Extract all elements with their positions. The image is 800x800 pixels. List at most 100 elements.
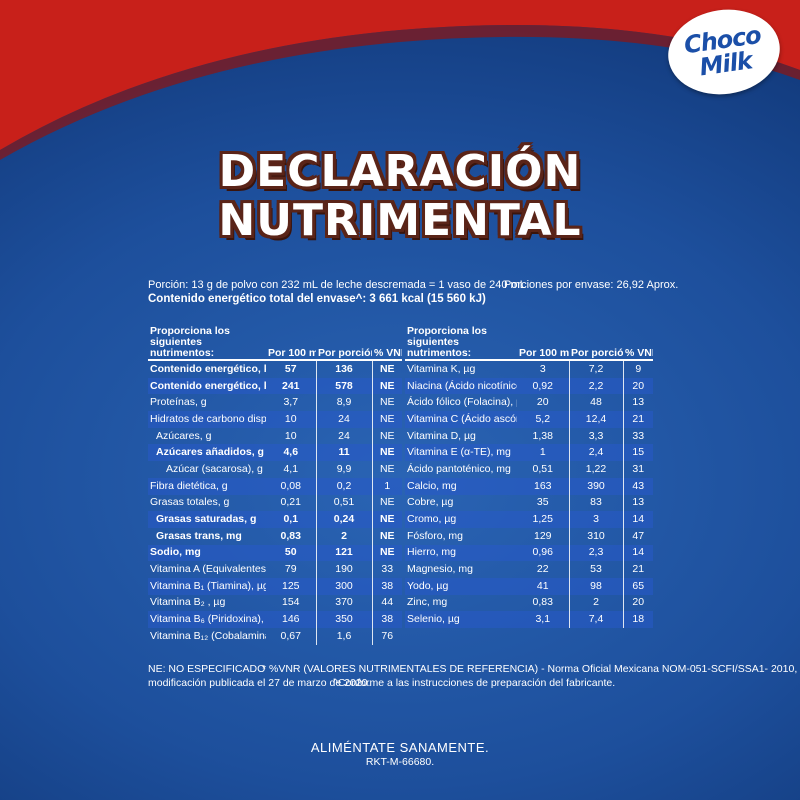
value-vnr: NE xyxy=(371,527,402,545)
value-per-portion: 83 xyxy=(568,494,623,512)
value-per-portion: 2,3 xyxy=(568,544,623,562)
value-vnr: 9 xyxy=(622,360,653,378)
table-header-row: Proporciona los siguientes nutrimentos: … xyxy=(405,326,653,361)
table-row: Vitamina B₁ (Tiamina), µg 125 300 38 xyxy=(148,577,402,595)
value-per-100ml: 154 xyxy=(281,596,300,609)
value-vnr: NE xyxy=(371,427,402,445)
nutrient-name: Contenido energético, kcal xyxy=(150,362,266,375)
nutrient-name: Selenio, µg xyxy=(405,611,517,628)
slogan: ALIMÉNTATE SANAMENTE. xyxy=(310,740,490,755)
nutrient-name: Grasas saturadas, g xyxy=(148,511,266,528)
table-row: Vitamina A (Equivalentes de retinol),µg 7… xyxy=(148,561,402,578)
table-row: Azúcar (sacarosa), g 4,1 9,9 NE xyxy=(148,461,402,478)
table-row: Fibra dietética, g 0,08 0,2 1 xyxy=(148,477,402,495)
table-row: Vitamina B₂ , µg 154 370 44 xyxy=(148,594,402,612)
nutrition-table-left: Proporciona los siguientes nutrimentos: … xyxy=(148,326,402,645)
value-per-portion: 24 xyxy=(315,427,372,445)
table-row: Ácido fólico (Folacina), µg 20 48 13 xyxy=(405,394,653,412)
table-row: Ácido pantoténico, mg 0,51 1,22 31 xyxy=(405,461,653,478)
table-row: Contenido energético, kJ 241 578 NE xyxy=(148,377,402,395)
value-vnr: NE xyxy=(371,444,402,462)
value-vnr: 14 xyxy=(622,544,653,562)
nutrition-table-right: Proporciona los siguientes nutrimentos: … xyxy=(405,326,653,628)
value-per-100ml: 0,67 xyxy=(280,629,301,642)
table-row: Proteínas, g 3,7 8,9 NE xyxy=(148,394,402,412)
value-vnr: NE xyxy=(371,394,402,412)
value-per-portion: 310 xyxy=(568,527,623,545)
value-per-100ml: 1,25 xyxy=(517,511,569,528)
portion-text: Porción: 13 g de polvo con 232 mL de lec… xyxy=(148,279,526,291)
portions-per-pack: Porciones por envase: 26,92 Aprox. xyxy=(504,279,679,291)
nutrient-name: Azúcar (sacarosa), g xyxy=(166,462,263,475)
value-per-portion: 578 xyxy=(315,377,372,395)
nutrient-name: Vitamina E (α-TE), mg xyxy=(405,444,517,462)
nutrient-name: Vitamina A (Equivalentes de retinol),µg xyxy=(150,563,266,576)
value-per-portion: 3 xyxy=(568,511,623,528)
value-per-100ml: 0,51 xyxy=(532,462,553,475)
value-per-portion: 24 xyxy=(315,411,372,428)
nutrient-name: Vitamina B₆ (Piridoxina), µg xyxy=(148,611,266,628)
value-per-100ml: 10 xyxy=(284,429,297,442)
value-vnr: 47 xyxy=(622,527,653,545)
energy-total: Contenido energético total del envase^: … xyxy=(148,293,486,305)
value-per-100ml: 125 xyxy=(266,577,316,595)
note-publication: modificación publicada el 27 de marzo de… xyxy=(148,677,371,689)
value-per-portion: 2,4 xyxy=(568,444,623,462)
header-per-100ml: Por 100 mL^ xyxy=(517,326,569,361)
table-row: Azúcares añadidos, g 4,6 11 NE xyxy=(148,444,402,462)
value-per-100ml: 35 xyxy=(536,496,549,509)
value-per-portion: 121 xyxy=(315,544,372,562)
nutrient-name: Azúcares, g xyxy=(156,429,212,442)
value-vnr: NE xyxy=(371,360,402,378)
value-per-100ml: 0,96 xyxy=(517,544,569,562)
value-per-portion: 8,9 xyxy=(315,394,372,412)
value-vnr: NE xyxy=(371,411,402,428)
value-vnr: 15 xyxy=(622,444,653,462)
value-vnr: 14 xyxy=(622,511,653,528)
value-per-100ml: 4,1 xyxy=(283,462,299,475)
table-row: Vitamina D, µg 1,38 3,3 33 xyxy=(405,427,653,445)
table-row: Vitamina E (α-TE), mg 1 2,4 15 xyxy=(405,444,653,462)
table-row: Vitamina K, µg 3 7,2 9 xyxy=(405,360,653,378)
value-vnr: 20 xyxy=(622,594,653,612)
value-per-portion: 12,4 xyxy=(568,411,623,428)
value-vnr: 76 xyxy=(371,628,402,645)
value-per-portion: 7,4 xyxy=(568,611,623,628)
top-red-band xyxy=(0,0,800,160)
nutrient-name: Ácido fólico (Folacina), µg xyxy=(407,396,517,409)
value-per-portion: 2 xyxy=(315,527,372,545)
nutrient-name: Fósforo, mg xyxy=(407,529,464,542)
nutrient-name: Vitamina C (Ácido ascórbico), mg xyxy=(405,411,517,428)
value-vnr: 13 xyxy=(622,394,653,412)
note-ne: NE: NO ESPECIFICADO xyxy=(148,663,266,675)
nutrient-name: Vitamina D, µg xyxy=(407,429,476,442)
table-row: Fósforo, mg 129 310 47 xyxy=(405,527,653,545)
value-per-portion: 0,2 xyxy=(315,477,372,495)
table-row: Grasas saturadas, g 0,1 0,24 NE xyxy=(148,511,402,528)
value-per-100ml: 5,2 xyxy=(517,411,569,428)
value-per-portion: 190 xyxy=(315,561,372,578)
value-vnr: 1 xyxy=(371,477,402,495)
value-per-100ml: 1 xyxy=(517,444,569,462)
logo-line2: Milk xyxy=(697,46,754,82)
nutrient-name: Niacina (Ácido nicotínico), mg xyxy=(405,377,517,395)
value-vnr: 38 xyxy=(371,577,402,595)
value-vnr: 20 xyxy=(622,377,653,395)
value-per-portion: 53 xyxy=(568,561,623,578)
table-row: Vitamina C (Ácido ascórbico), mg5,212,42… xyxy=(405,411,653,428)
value-per-portion: 370 xyxy=(315,594,372,612)
table-row: Yodo, µg 41 98 65 xyxy=(405,577,653,595)
value-per-100ml: 0,83 xyxy=(280,529,301,542)
nutrient-name: Vitamina K, µg xyxy=(407,362,476,375)
value-per-portion: 11 xyxy=(315,444,372,462)
value-vnr: NE xyxy=(371,544,402,562)
table-row: Vitamina B₆ (Piridoxina), µg 146 350 38 xyxy=(148,611,402,628)
nutrient-name: Vitamina B₂ , µg xyxy=(150,596,226,609)
value-per-portion: 390 xyxy=(568,477,623,495)
value-per-100ml: 146 xyxy=(266,611,316,628)
nutrient-name: Magnesio, mg xyxy=(407,563,473,576)
value-per-portion: 98 xyxy=(568,577,623,595)
value-per-portion: 48 xyxy=(568,394,623,412)
